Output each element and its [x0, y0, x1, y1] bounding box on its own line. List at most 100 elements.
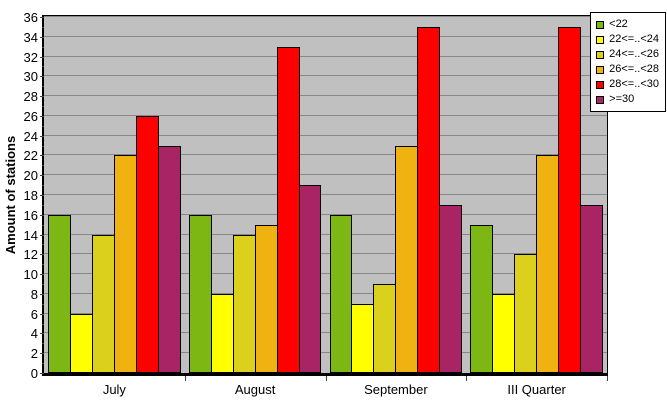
- bar: [580, 204, 603, 373]
- y-axis-minor-tick: [42, 343, 44, 345]
- plot-area: [42, 15, 608, 376]
- bar: [298, 185, 322, 373]
- x-axis-tick: [184, 376, 186, 381]
- bar: [329, 214, 353, 373]
- bar-group-iii-quarter: [466, 17, 607, 373]
- gridline: [44, 292, 607, 294]
- gridline: [44, 233, 607, 235]
- bar: [351, 303, 375, 373]
- legend-item: 26<=..<28: [596, 62, 659, 77]
- y-axis-tick-label: 0: [30, 366, 38, 381]
- gridline: [44, 55, 607, 57]
- y-axis-minor-tick: [42, 26, 44, 28]
- legend-swatch-icon: [596, 80, 605, 89]
- legend-item: <22: [596, 17, 659, 32]
- legend-label: 26<=..<28: [609, 63, 659, 75]
- gridline: [44, 154, 607, 156]
- bar: [395, 145, 419, 373]
- bar: [417, 26, 441, 373]
- y-axis-minor-tick: [42, 86, 44, 88]
- y-axis-tick: [40, 313, 44, 315]
- y-axis-tick-label: 2: [30, 346, 38, 362]
- y-axis-minor-tick: [42, 46, 44, 48]
- gridline: [44, 253, 607, 255]
- legend-item: 28<=..<30: [596, 77, 659, 92]
- bar: [69, 313, 93, 373]
- y-axis-tick: [40, 353, 44, 355]
- y-axis-tick-label: 6: [30, 306, 38, 322]
- legend-swatch-icon: [596, 50, 605, 59]
- y-axis-minor-tick: [42, 185, 44, 187]
- y-axis-tick-label: 12: [23, 247, 38, 263]
- bar-group-september: [326, 17, 467, 373]
- legend-item: >=30: [596, 92, 659, 107]
- bar-group-august: [185, 17, 326, 373]
- x-axis-label: III Quarter: [507, 382, 566, 397]
- y-axis-minor-tick: [42, 303, 44, 305]
- gridline: [44, 273, 607, 275]
- y-axis-tick-label: 8: [30, 286, 38, 302]
- legend-label: 24<=..<26: [609, 48, 659, 60]
- y-axis-minor-tick: [42, 165, 44, 167]
- x-axis-tick: [607, 376, 608, 381]
- y-axis-minor-tick: [42, 204, 44, 206]
- bar: [536, 155, 560, 373]
- bar: [470, 224, 494, 373]
- y-axis-tick-label: 28: [23, 89, 38, 105]
- y-axis-minor-tick: [42, 363, 44, 365]
- bar: [135, 115, 159, 373]
- x-axis-label: July: [102, 382, 126, 397]
- y-axis-tick: [40, 214, 44, 216]
- legend-label: 22<=..<24: [609, 33, 659, 45]
- bar: [188, 214, 212, 373]
- gridline: [44, 194, 607, 195]
- x-axis-label: September: [364, 382, 428, 397]
- legend: <22 22<=..<24 24<=..<26 26<=..<28 28<=..<30 >…: [590, 12, 666, 112]
- y-axis-tick-label: 30: [23, 69, 38, 85]
- y-axis-tick-label: 32: [23, 49, 38, 65]
- gridline: [44, 16, 607, 17]
- y-axis-tick-label: 24: [23, 128, 38, 144]
- y-axis-tick: [40, 56, 44, 58]
- legend-swatch-icon: [596, 20, 605, 29]
- bar: [232, 234, 256, 373]
- y-axis-tick: [40, 195, 44, 196]
- y-axis-tick-label: 36: [23, 10, 38, 25]
- y-axis-minor-tick: [42, 264, 44, 266]
- bar: [558, 26, 582, 373]
- bar: [48, 214, 71, 373]
- y-axis-tick: [40, 373, 44, 374]
- y-axis-tick-label: 26: [23, 108, 38, 124]
- y-axis-tick: [40, 175, 44, 177]
- gridline: [44, 35, 607, 37]
- legend-label: >=30: [609, 93, 635, 105]
- y-axis-minor-tick: [42, 66, 44, 68]
- y-axis-tick: [40, 274, 44, 276]
- legend-swatch-icon: [596, 95, 605, 104]
- y-axis-tick-label: 22: [23, 148, 38, 164]
- y-axis-tick: [40, 333, 44, 335]
- gridline: [44, 75, 607, 77]
- bar: [113, 155, 137, 373]
- y-axis-tick-label: 20: [23, 168, 38, 184]
- y-axis-tick: [40, 155, 44, 157]
- y-axis-tick-label: 18: [23, 188, 38, 203]
- bar: [276, 46, 300, 373]
- gridline: [44, 352, 607, 354]
- gridline: [44, 174, 607, 176]
- y-axis-tick: [40, 36, 44, 38]
- y-axis-minor-tick: [42, 224, 44, 226]
- bar: [91, 234, 115, 373]
- y-axis-tick: [40, 115, 44, 117]
- y-axis-tick-label: 16: [23, 207, 38, 223]
- legend-label: <22: [609, 18, 628, 30]
- y-axis-tick: [40, 293, 44, 295]
- y-axis-tick: [40, 76, 44, 78]
- y-axis-tick-label: 10: [23, 267, 38, 283]
- x-axis-label: August: [234, 382, 276, 397]
- y-axis-tick: [40, 135, 44, 137]
- legend-swatch-icon: [596, 65, 605, 74]
- bar: [157, 145, 181, 373]
- legend-item: 22<=..<24: [596, 32, 659, 47]
- y-axis-tick: [40, 254, 44, 256]
